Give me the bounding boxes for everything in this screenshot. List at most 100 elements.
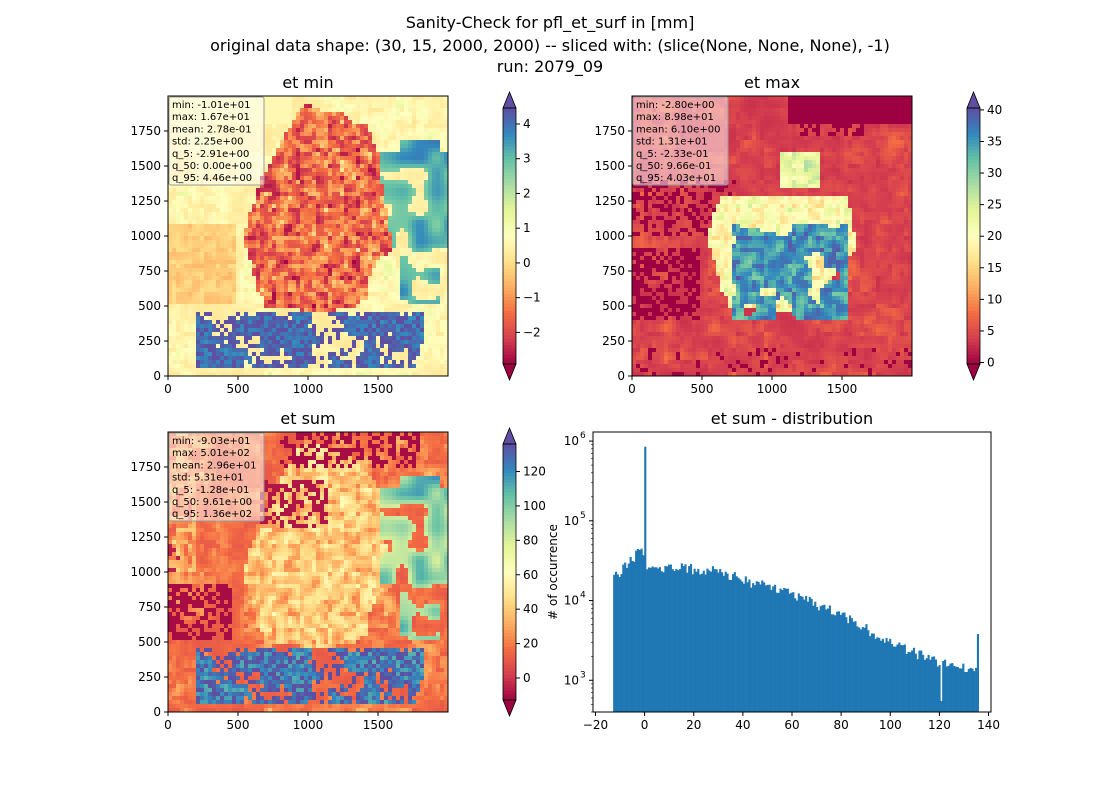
heatmap-cell [404, 324, 409, 329]
heatmap-cell [300, 144, 305, 149]
heatmap-cell [392, 216, 397, 221]
heatmap-cell [184, 344, 189, 349]
heatmap-cell [384, 328, 389, 333]
heatmap-cell [200, 364, 205, 369]
heatmap-cell [400, 160, 405, 165]
heatmap-cell [428, 240, 433, 245]
heatmap-cell [372, 108, 377, 113]
heatmap-cell [180, 328, 185, 333]
heatmap-cell [272, 328, 277, 333]
heatmap-cell [400, 372, 405, 377]
heatmap-cell [320, 300, 325, 305]
heatmap-cell [416, 220, 421, 225]
heatmap-cell [208, 184, 213, 189]
heatmap-cell [336, 96, 341, 101]
heatmap-cell [264, 180, 269, 185]
heatmap-cell [332, 120, 337, 125]
heatmap-cell [308, 344, 313, 349]
heatmap-cell [228, 296, 233, 301]
heatmap-cell [436, 248, 441, 253]
heatmap-cell [432, 248, 437, 253]
heatmap-cell [372, 300, 377, 305]
heatmap-cell [296, 108, 301, 113]
heatmap-cell [184, 356, 189, 361]
heatmap-cell [328, 184, 333, 189]
heatmap-cell [352, 304, 357, 309]
heatmap-cell [196, 368, 201, 373]
heatmap-cell [400, 348, 405, 353]
heatmap-cell [404, 276, 409, 281]
heatmap-cell [300, 292, 305, 297]
heatmap-cell [220, 260, 225, 265]
heatmap-cell [396, 116, 401, 121]
heatmap-cell [228, 284, 233, 289]
heatmap-cell [312, 320, 317, 325]
heatmap-cell [212, 244, 217, 249]
heatmap-cell [332, 156, 337, 161]
heatmap-cell [388, 360, 393, 365]
heatmap-cell [244, 352, 249, 357]
heatmap-cell [384, 348, 389, 353]
heatmap-cell [336, 344, 341, 349]
heatmap-cell [372, 208, 377, 213]
heatmap-cell [184, 320, 189, 325]
heatmap-cell [444, 108, 449, 113]
heatmap-cell [384, 344, 389, 349]
heatmap-cell [428, 236, 433, 241]
heatmap-cell [340, 132, 345, 137]
heatmap-cell [252, 200, 257, 205]
heatmap-cell [328, 296, 333, 301]
heatmap-cell [408, 164, 413, 169]
heatmap-cell [344, 344, 349, 349]
heatmap-cell [208, 208, 213, 213]
heatmap-cell [436, 144, 441, 149]
heatmap-cell [216, 372, 221, 377]
heatmap-cell [276, 292, 281, 297]
heatmap-cell [292, 164, 297, 169]
heatmap-cell [416, 148, 421, 153]
heatmap-cell [312, 344, 317, 349]
heatmap-cell [316, 256, 321, 261]
heatmap-cell [440, 340, 445, 345]
heatmap-cell [248, 204, 253, 209]
heatmap-cell [324, 344, 329, 349]
heatmap-cell [304, 248, 309, 253]
colorbar-segment [503, 274, 516, 278]
heatmap-cell [192, 244, 197, 249]
heatmap-cell [356, 344, 361, 349]
heatmap-cell [444, 332, 449, 337]
heatmap-cell [316, 128, 321, 133]
heatmap-cell [340, 212, 345, 217]
heatmap-cell [392, 124, 397, 129]
heatmap-cell [424, 244, 429, 249]
heatmap-cell [416, 140, 421, 145]
heatmap-cell [404, 132, 409, 137]
heatmap-cell [332, 184, 337, 189]
heatmap-cell [436, 168, 441, 173]
heatmap-cell [184, 224, 189, 229]
heatmap-cell [316, 308, 321, 313]
heatmap-cell [200, 240, 205, 245]
heatmap-cell [312, 272, 317, 277]
heatmap-cell [380, 116, 385, 121]
heatmap-cell [444, 168, 449, 173]
heatmap-cell [420, 248, 425, 253]
heatmap-cell [400, 212, 405, 217]
heatmap-cell [340, 252, 345, 257]
heatmap-cell [444, 220, 449, 225]
heatmap-cell [296, 324, 301, 329]
heatmap-cell [288, 276, 293, 281]
heatmap-cell [340, 268, 345, 273]
heatmap-cell [412, 284, 417, 289]
heatmap-cell [340, 304, 345, 309]
heatmap-cell [312, 140, 317, 145]
heatmap-cell [304, 188, 309, 193]
x-tick-label: 1500 [363, 382, 394, 396]
heatmap-cell [404, 244, 409, 249]
heatmap-cell [340, 168, 345, 173]
heatmap-cell [404, 360, 409, 365]
heatmap-cell [192, 236, 197, 241]
heatmap-cell [228, 232, 233, 237]
heatmap-cell [444, 196, 449, 201]
heatmap-cell [196, 372, 201, 377]
